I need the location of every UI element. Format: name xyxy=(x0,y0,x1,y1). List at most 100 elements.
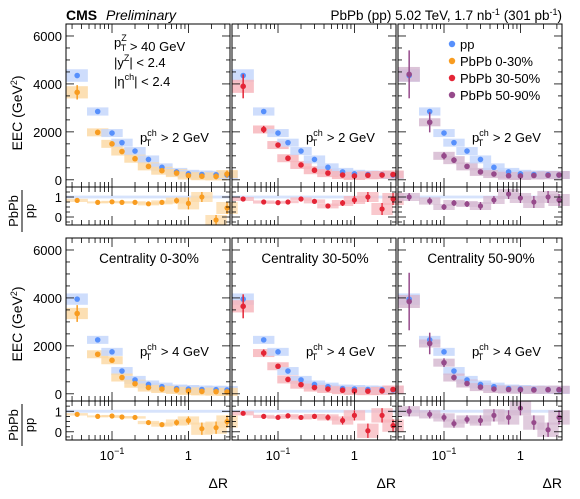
ratio-point xyxy=(545,427,551,433)
pp-point xyxy=(260,337,267,343)
pbpb-point xyxy=(213,388,219,395)
legend-marker xyxy=(448,74,456,82)
panel-r1-c0: pch T > 4 GeV Centrality 0-30% xyxy=(65,237,238,441)
y-tick-label: 2000 xyxy=(33,339,62,354)
ratio-point xyxy=(285,199,291,205)
ratio-point xyxy=(531,419,537,426)
pbpb-point xyxy=(556,386,562,393)
ratio-point xyxy=(427,198,433,204)
x-tick-label: 10−1 xyxy=(266,446,291,463)
ratio-point xyxy=(159,422,165,428)
legend-marker xyxy=(448,57,456,65)
pbpb-point xyxy=(379,388,385,394)
y-tick-label: 0 xyxy=(55,387,62,402)
ratio-point xyxy=(275,414,281,421)
ratio-point xyxy=(119,414,125,420)
pbpb-point xyxy=(491,386,497,392)
ratio-point xyxy=(240,410,246,416)
pbpb-point xyxy=(451,157,457,163)
x-tick-label: 1 xyxy=(185,448,192,463)
pbpb-point xyxy=(531,172,537,179)
pp-point xyxy=(491,164,497,171)
pbpb-point xyxy=(426,119,433,126)
pp-point xyxy=(441,349,447,355)
pt-cut-label: pch T > 2 GeV xyxy=(140,128,209,148)
ratio-frame xyxy=(397,400,563,441)
ratio-point xyxy=(390,196,396,202)
pbpb-point xyxy=(325,170,331,176)
pbpb-point xyxy=(517,386,524,393)
pbpb-point xyxy=(74,310,80,317)
ratio-frame xyxy=(231,186,397,226)
pbpb-point xyxy=(339,387,346,394)
pp-point xyxy=(285,368,291,374)
ratio-point xyxy=(325,414,331,421)
y-tick-label: 2000 xyxy=(33,125,62,140)
pp-ratio-band xyxy=(66,195,230,199)
pbpb-point xyxy=(185,172,192,179)
ratio-point xyxy=(298,414,304,421)
svg-text:PbPb: PbPb xyxy=(6,195,21,227)
pbpb-point xyxy=(491,171,497,177)
pp-ratio-band xyxy=(398,409,562,413)
panel-r0-c2: pch T > 2 GeV xyxy=(397,23,570,226)
preliminary-label: Preliminary xyxy=(106,7,177,23)
y-tick-label: 4000 xyxy=(33,77,62,92)
pp-point xyxy=(298,377,304,383)
ratio-frame xyxy=(231,400,397,441)
pbpb-point xyxy=(74,89,80,96)
pbpb-point xyxy=(298,381,304,388)
ratio-point xyxy=(74,197,80,203)
pbpb-point xyxy=(260,350,267,356)
panel-r0-c0: pch T > 2 GeV xyxy=(65,23,238,226)
ratio-point xyxy=(517,195,524,201)
pp-point xyxy=(477,156,484,163)
ratio-point xyxy=(505,414,512,421)
pp-ratio-band xyxy=(232,409,396,413)
ratio-point xyxy=(199,194,205,200)
ratio-point xyxy=(145,419,152,426)
pp-point xyxy=(260,108,267,115)
pbpb-point xyxy=(132,155,138,162)
ratio-point xyxy=(285,413,291,419)
ratio-point xyxy=(556,414,562,421)
ratio-point xyxy=(491,412,497,418)
pp-point xyxy=(451,139,457,146)
ratio-tick-label: 0 xyxy=(55,210,62,225)
ratio-point xyxy=(406,194,412,200)
pbpb-point xyxy=(365,172,371,179)
pbpb-point xyxy=(390,386,396,393)
ratio-title-bottom: PbPb pp xyxy=(6,404,37,446)
ratio-point xyxy=(298,196,304,202)
pbpb-point xyxy=(298,162,304,168)
centrality-label: Centrality 0-30% xyxy=(99,251,199,266)
ratio-point xyxy=(491,197,497,203)
legend-label: PbPb 50-90% xyxy=(460,88,541,103)
energy-sup: -1 xyxy=(492,7,500,17)
pp-point xyxy=(426,108,433,115)
pbpb-point xyxy=(199,388,205,395)
pbpb-point xyxy=(477,384,484,390)
ratio-point xyxy=(213,425,219,431)
ratio-point xyxy=(464,201,470,207)
energy-lumi-label: PbPb (pp) 5.02 TeV, 1.7 nb-1 (301 pb-1) xyxy=(331,7,562,23)
pbpb-point xyxy=(285,155,291,162)
ratio-point xyxy=(275,200,281,206)
ratio-point xyxy=(390,423,396,429)
centrality-label: Centrality 50-90% xyxy=(427,251,534,266)
pt-cut-label: pch T > 2 GeV xyxy=(306,128,375,148)
pp-point xyxy=(94,337,101,343)
pp-point xyxy=(109,130,115,136)
ratio-point xyxy=(173,419,180,426)
ratio-point xyxy=(545,194,551,200)
ratio-point xyxy=(145,201,152,207)
ratio-point xyxy=(74,411,80,417)
x-axis-title-2: ΔR xyxy=(377,475,396,491)
x-tick-label: 10−1 xyxy=(100,446,125,463)
legend-label: PbPb 30-50% xyxy=(460,71,541,86)
ratio-point xyxy=(185,200,192,206)
ratio-frame xyxy=(397,186,563,226)
ratio-point xyxy=(240,196,246,202)
pt-cut-label: pch T > 4 GeV xyxy=(140,342,209,362)
ratio-tick-label: 1 xyxy=(55,404,62,419)
